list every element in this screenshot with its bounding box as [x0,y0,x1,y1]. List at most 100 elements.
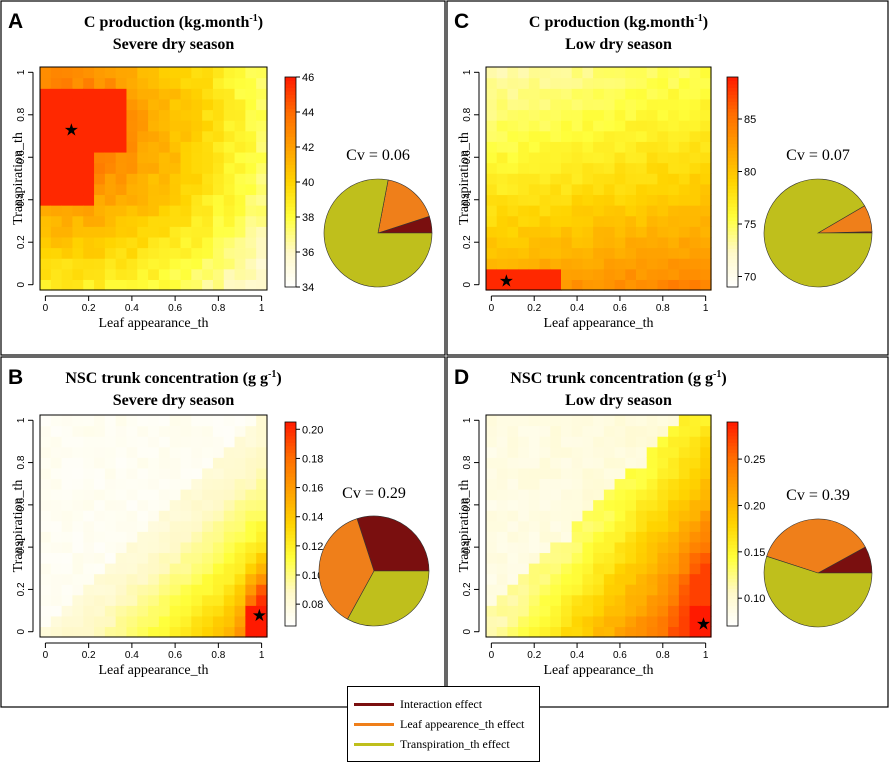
heatmap-cell [72,478,84,490]
heatmap-cell [614,584,626,596]
heatmap-cell [507,109,519,121]
heatmap-cell [169,173,182,185]
heatmap-cell [528,594,541,606]
heatmap-cell [40,563,52,575]
heatmap-cell [614,151,626,164]
colorbar-segment [285,224,296,228]
heatmap-cell [148,563,160,575]
heatmap-cell [180,457,192,469]
heatmap-cell [678,457,691,469]
colorbar-segment [727,87,738,92]
colorbar-tick-label: 46 [302,72,314,84]
heatmap-cell [689,130,701,142]
heatmap-cell [137,194,149,206]
heatmap-cell [486,130,498,142]
heatmap-cell [593,247,605,259]
heatmap-cell [223,520,236,532]
y-tick-label: 0.4 [462,192,473,206]
heatmap-cell [137,173,149,185]
colorbar-segment [727,476,738,481]
heatmap-cell [234,467,246,480]
heatmap-cell [571,615,584,628]
heatmap-cell [496,236,509,249]
heatmap-cell [593,77,605,89]
heatmap-cell [148,258,160,270]
heatmap-cell [571,531,584,543]
heatmap-cell [72,279,84,291]
heatmap-cell [668,563,680,575]
heatmap-cell [646,425,659,437]
colorbar-segment [727,224,738,228]
heatmap-cell [115,151,128,164]
colorbar-segment [727,262,738,267]
heatmap-cell [126,584,138,596]
heatmap-cell [668,130,680,142]
colorbar-segment [727,147,738,151]
heatmap-cell [657,88,669,100]
colorbar-segment [285,496,296,501]
heatmap-cell [245,446,257,458]
heatmap-cell [657,183,669,196]
heatmap-cell [234,584,246,596]
heatmap-cell [486,77,498,89]
heatmap-cell [689,541,701,554]
heatmap-cell [561,67,573,79]
colorbar-segment [727,425,738,430]
heatmap-cell [72,247,84,259]
colorbar-segment [727,503,738,508]
heatmap-cell [614,109,626,121]
heatmap-cell [115,236,128,249]
y-tick-label: 0.6 [462,497,473,511]
heatmap-cell [646,499,659,511]
heatmap-cell [256,584,268,596]
heatmap-cell [115,563,128,575]
colorbar-segment [285,612,296,617]
heatmap-cell [571,467,584,480]
heatmap-cell [614,141,626,153]
colorbar-segment [727,490,738,494]
heatmap-cell [212,594,225,606]
heatmap-cell [668,162,680,174]
heatmap-cell [689,205,701,217]
heatmap-cell [636,415,648,427]
heatmap-cell [518,615,530,628]
heatmap-cell [234,247,246,259]
heatmap-cell [50,279,63,291]
heatmap-cell [689,615,701,628]
heatmap-cell [40,478,52,490]
heatmap-cell [603,626,616,638]
heatmap-cell [582,425,594,437]
heatmap-cell [518,478,530,490]
heatmap-cell [582,77,594,89]
heatmap-cell [104,457,117,469]
heatmap-cell [636,98,648,111]
heatmap-cell [582,594,594,606]
colorbar-segment [727,84,738,88]
heatmap-cell [148,584,160,596]
heatmap-cell [646,194,659,206]
colorbar-segment [727,571,738,576]
heatmap-cell [256,77,268,89]
heatmap-cell [657,541,669,554]
heatmap-cell [245,215,257,227]
y-tick-label: 0.2 [16,582,27,596]
heatmap-cell [202,236,214,249]
heatmap-cell [115,489,128,501]
heatmap-cell [625,425,637,437]
heatmap-cell [657,162,669,174]
heatmap-cell [94,98,106,111]
colorbar-segment [727,598,738,603]
heatmap-cell [657,258,669,270]
heatmap-cell [550,425,562,437]
heatmap-cell [582,98,594,111]
heatmap-cell [507,510,519,522]
heatmap-cell [625,67,637,79]
heatmap-cell [614,499,626,511]
heatmap-cell [614,120,626,132]
heatmap-cell [50,98,63,111]
heatmap-cell [507,226,519,238]
heatmap-cell [202,552,214,564]
heatmap-cell [212,446,225,458]
heatmap-cell [256,615,268,628]
heatmap-cell [496,552,509,564]
